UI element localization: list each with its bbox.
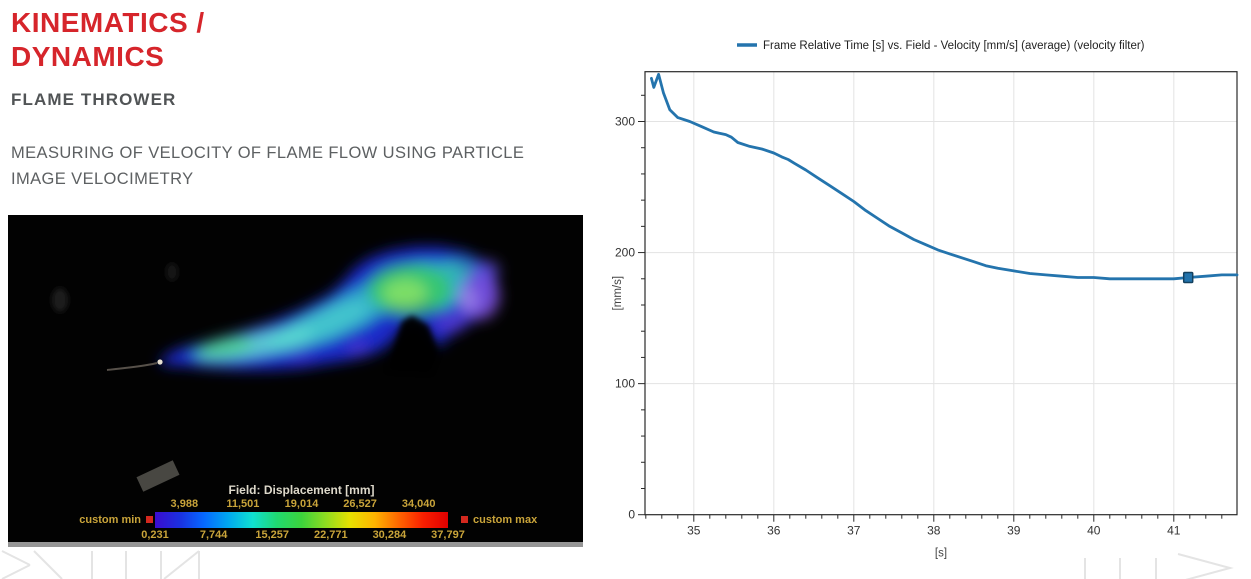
custom-max-marker[interactable] — [461, 516, 468, 523]
colorbar-title: Field: Displacement [mm] — [228, 483, 375, 497]
colorbar-tick-label: 34,040 — [401, 498, 436, 510]
velocity-series-line — [650, 72, 1239, 281]
custom-max-label: custom max — [473, 514, 538, 526]
y-tick-label: 100 — [615, 377, 635, 391]
colorbar-tick-label: 22,771 — [313, 529, 348, 541]
colorbar-top-labels: 3,988 11,501 19,014 26,527 34,040 — [155, 498, 448, 511]
y-tick-label: 0 — [628, 508, 635, 522]
x-tick-label: 38 — [927, 524, 941, 538]
experiment-description: MEASURING OF VELOCITY OF FLAME FLOW USIN… — [11, 140, 524, 192]
custom-min-marker[interactable] — [146, 516, 153, 523]
plume-notch — [388, 316, 438, 372]
plot-border — [644, 71, 1238, 516]
legend-label: Frame Relative Time [s] vs. Field - Velo… — [763, 40, 1145, 52]
experiment-subtitle: FLAME THROWER — [11, 90, 177, 109]
page-title-line2: DYNAMICS — [11, 41, 165, 72]
custom-min-label: custom min — [79, 514, 141, 526]
nozzle-wand — [106, 362, 158, 371]
page-title: KINEMATICS / DYNAMICS — [11, 6, 205, 74]
y-tick-label: 300 — [615, 115, 635, 129]
colorbar-tick-label: 0,231 — [141, 529, 169, 541]
colorbar-tick-label: 3,988 — [170, 498, 199, 510]
y-tick-label: 200 — [615, 246, 635, 260]
colorbar-tick-label: 37,797 — [431, 529, 465, 541]
x-tick-label: 39 — [1007, 524, 1021, 538]
velocity-field-blob — [158, 247, 500, 370]
x-tick-label: 35 — [687, 524, 701, 538]
piv-flame-visualization — [8, 215, 583, 547]
x-tick-label: 36 — [767, 524, 781, 538]
x-tick-label: 41 — [1167, 524, 1181, 538]
x-axis-label: [s] — [935, 548, 947, 560]
piv-flame-image: Field: Displacement [mm] 3,988 11,501 19,0… — [8, 215, 583, 547]
colorbar-tick-label: 30,284 — [372, 529, 407, 541]
background-smudge — [52, 288, 68, 312]
colorbar-tick-label: 11,501 — [226, 498, 260, 510]
velocity-chart: 35 36 37 38 39 40 41 0 100 200 300 [s] [mm/s] Frame R… — [612, 40, 1239, 560]
colorbar-tick-label: 7,744 — [199, 529, 228, 541]
y-axis-label: [mm/s] — [612, 276, 624, 311]
experiment-description-line2: IMAGE VELOCIMETRY — [11, 170, 194, 188]
colorbar-bottom-labels: 0,231 7,744 15,257 22,771 30,284 37,797 — [141, 529, 465, 542]
colorbar-tick-label: 15,257 — [255, 529, 290, 541]
clamp-object — [136, 460, 180, 492]
x-tick-label: 40 — [1087, 524, 1101, 538]
background-smudge — [166, 263, 178, 281]
nozzle-tip — [157, 359, 163, 365]
page-title-line1: KINEMATICS / — [11, 7, 205, 38]
x-tick-label: 37 — [847, 524, 861, 538]
current-frame-marker[interactable] — [1182, 271, 1194, 284]
colorbar-tick-label: 19,014 — [284, 498, 319, 510]
video-frame-bottom-strip — [8, 542, 583, 547]
colorbar-tick-label: 26,527 — [343, 498, 377, 510]
colorbar-gradient — [155, 512, 448, 528]
experiment-description-line1: MEASURING OF VELOCITY OF FLAME FLOW USIN… — [11, 144, 525, 162]
